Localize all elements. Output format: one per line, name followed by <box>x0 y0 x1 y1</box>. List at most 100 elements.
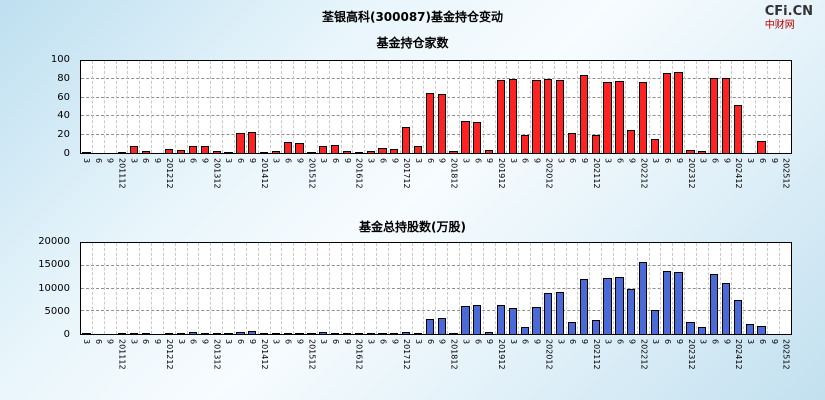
data-bar <box>484 150 494 153</box>
x-tick-label-text: 9 <box>485 158 495 164</box>
x-tick-label-text: 3 <box>413 158 423 164</box>
bar-slot <box>697 243 709 334</box>
x-tick-label: 6 <box>709 156 721 200</box>
y-tick-label: 10000 <box>38 282 70 294</box>
x-tick-label-text: 202012 <box>544 339 554 370</box>
x-tick-label-text: 6 <box>236 339 246 345</box>
data-bar <box>579 74 588 153</box>
data-bar <box>342 151 352 153</box>
x-tick-label: 6 <box>471 337 483 381</box>
data-bar <box>627 130 636 153</box>
x-tick-label-text: 9 <box>153 158 163 164</box>
x-tick-label-text: 6 <box>330 339 340 345</box>
data-bar <box>615 81 624 153</box>
x-tick-label-text: 201812 <box>449 339 459 370</box>
x-tick-label-text: 6 <box>520 339 530 345</box>
x-tick-label: 3 <box>80 337 92 381</box>
x-tick-label-text: 9 <box>769 339 779 345</box>
x-tick-label-text: 9 <box>200 158 210 164</box>
x-tick-label: 9 <box>341 337 353 381</box>
x-tick-label: 6 <box>92 337 104 381</box>
x-tick-label: 3 <box>649 337 661 381</box>
x-tick-label: 201412 <box>258 156 270 200</box>
data-bar <box>603 277 612 334</box>
x-tick-label: 9 <box>626 156 638 200</box>
x-tick-label-text: 9 <box>532 339 542 345</box>
cfi-logo-subtext: 中财网 <box>764 19 795 31</box>
x-tick-label: 6 <box>756 337 768 381</box>
x-tick-label-text: 9 <box>153 339 163 345</box>
x-tick-label: 9 <box>104 156 116 200</box>
data-bar <box>200 332 209 334</box>
data-bar <box>283 332 292 334</box>
x-tick-label: 9 <box>720 156 732 200</box>
data-bar <box>461 305 470 334</box>
x-tick-label-text: 6 <box>710 339 720 345</box>
data-bar <box>650 310 660 334</box>
x-tick-label: 201712 <box>400 337 412 381</box>
data-bar <box>473 304 482 334</box>
bar-slot <box>555 243 567 334</box>
x-tick-label-text: 6 <box>188 339 198 345</box>
data-bar <box>366 333 375 334</box>
data-bar <box>141 333 150 334</box>
x-tick-label: 9 <box>483 337 495 381</box>
data-bar <box>544 79 553 153</box>
data-bar <box>177 333 186 334</box>
bar-slot <box>472 61 484 153</box>
bar-slot <box>318 243 330 334</box>
data-bar <box>496 80 506 153</box>
x-tick-label-text: 201312 <box>212 158 222 189</box>
x-tick-label-text: 3 <box>413 339 423 345</box>
x-tick-label-text: 3 <box>461 158 471 164</box>
data-bar <box>82 333 91 334</box>
bar-slot <box>164 243 176 334</box>
data-bar <box>508 79 517 153</box>
bar-slot <box>590 243 603 334</box>
bar-slot <box>638 61 650 153</box>
x-tick-label: 3 <box>507 337 519 381</box>
bar-slot <box>709 61 721 153</box>
x-tick-label: 3 <box>460 156 472 200</box>
x-tick-label-text: 9 <box>247 339 257 345</box>
x-tick-label: 3 <box>222 337 234 381</box>
x-tick-label-text: 9 <box>342 339 352 345</box>
x-tick-label-text: 202112 <box>591 339 601 370</box>
x-tick-label-text: 202512 <box>781 158 791 189</box>
x-tick-label-text: 9 <box>674 339 684 345</box>
data-bar <box>615 276 624 334</box>
data-bar <box>686 322 695 334</box>
x-tick-label-text: 9 <box>105 339 115 345</box>
chart1-bars <box>81 61 791 153</box>
bar-slot <box>259 61 271 153</box>
data-bar <box>259 333 269 334</box>
x-tick-label: 9 <box>483 156 495 200</box>
x-tick-label-text: 9 <box>295 339 305 345</box>
bar-slot <box>507 243 520 334</box>
x-tick-label: 3 <box>127 156 139 200</box>
data-bar <box>295 142 304 153</box>
data-bar <box>295 333 304 334</box>
x-tick-label-text: 3 <box>176 339 186 345</box>
x-tick-label: 9 <box>578 337 590 381</box>
bar-slot <box>140 243 153 334</box>
data-bar <box>638 262 648 334</box>
x-tick-label: 3 <box>365 156 377 200</box>
bar-slot <box>567 243 579 334</box>
x-tick-label-text: 9 <box>627 339 637 345</box>
x-tick-label: 3 <box>222 156 234 200</box>
data-bar <box>733 105 742 153</box>
y-tick-label: 20000 <box>38 236 70 247</box>
x-tick-label: 6 <box>424 337 436 381</box>
bar-slot <box>697 61 709 153</box>
bar-slot <box>199 243 212 334</box>
chart2-y-axis: 0 5000 10000 15000 20000 <box>0 237 76 340</box>
x-tick-label-text: 6 <box>283 158 293 164</box>
x-tick-label: 202412 <box>732 156 744 200</box>
bar-slot <box>721 61 733 153</box>
y-tick-label: 0 <box>63 148 70 159</box>
data-bar <box>342 333 352 334</box>
bar-slot <box>448 61 460 153</box>
bar-slot <box>768 243 780 334</box>
x-tick-label: 3 <box>697 156 709 200</box>
